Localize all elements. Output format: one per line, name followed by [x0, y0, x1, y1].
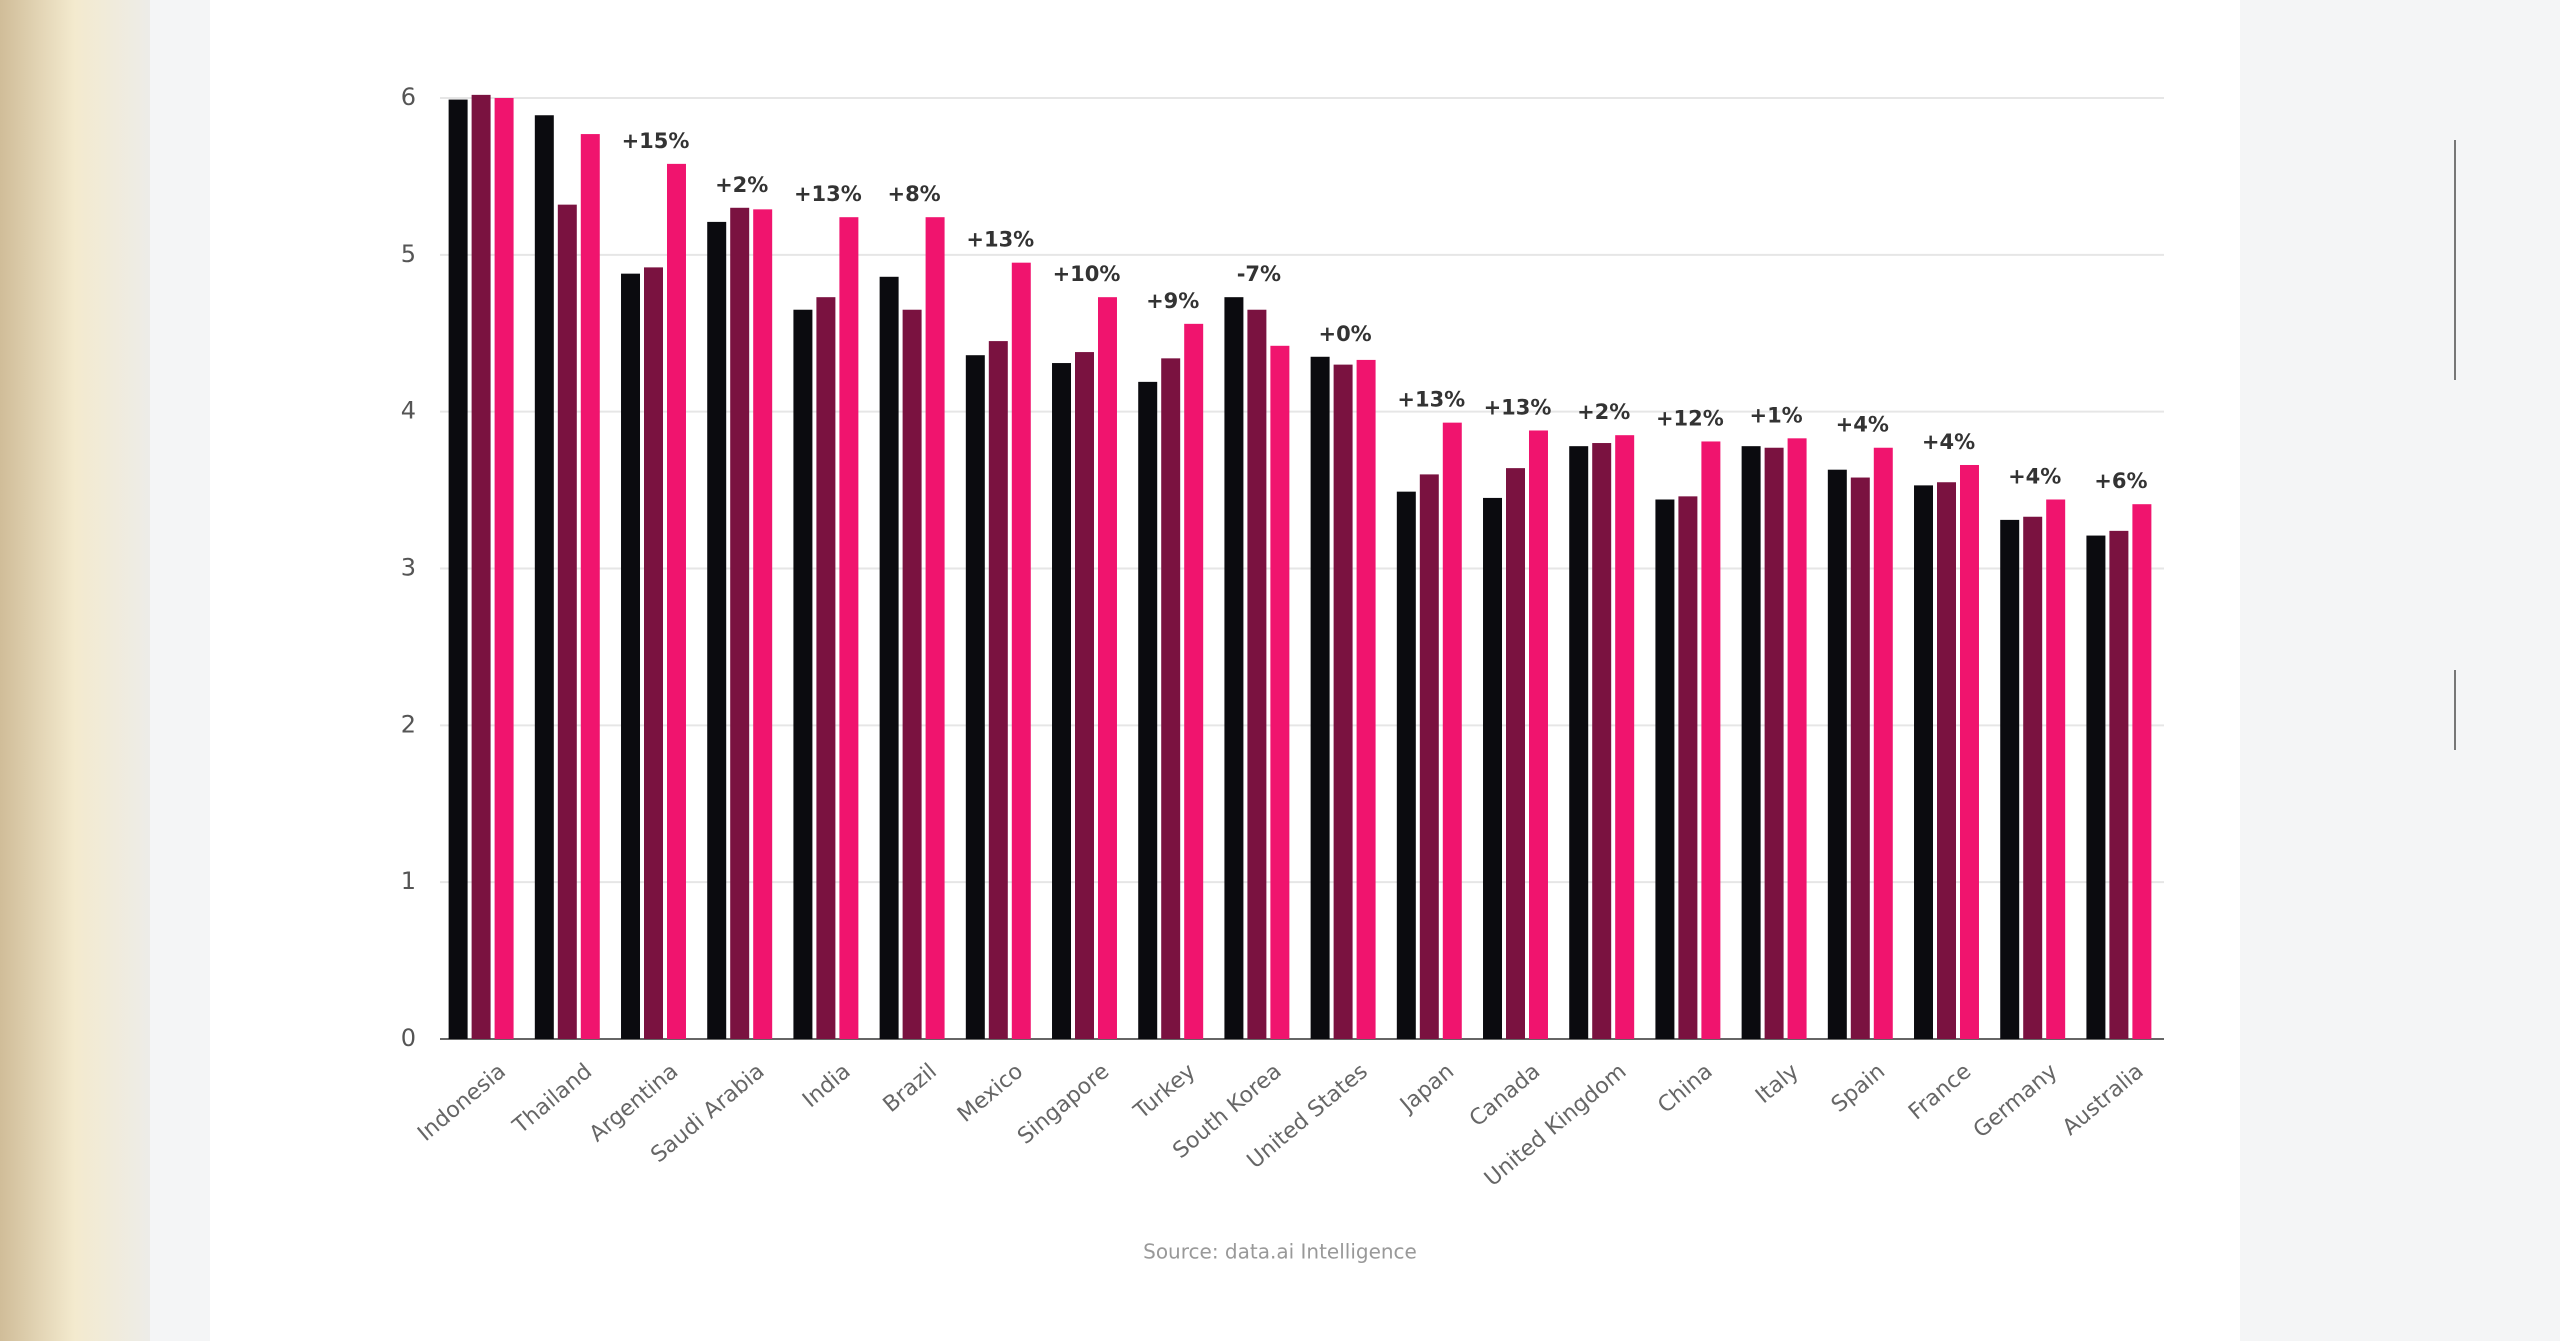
annotation: +2%: [715, 173, 768, 197]
bar: [1224, 297, 1244, 1039]
bar: [1075, 352, 1094, 1039]
annotation: +10%: [1053, 262, 1121, 286]
bar: [2109, 530, 2129, 1039]
bar: [1655, 499, 1675, 1039]
bar: [1138, 381, 1158, 1039]
bar: [902, 309, 922, 1040]
bar: [1914, 485, 1934, 1040]
bar: [1052, 363, 1072, 1039]
bar: [965, 355, 985, 1039]
bar: [1247, 309, 1267, 1040]
bar: [2000, 519, 2020, 1039]
annotation: +9%: [1146, 289, 1199, 313]
bar: [1442, 422, 1462, 1039]
decor-strip: [0, 0, 150, 1341]
y-tick-label: 5: [401, 240, 416, 268]
bar: [1011, 262, 1031, 1039]
bar: [1569, 446, 1589, 1039]
y-tick-label: 4: [401, 397, 416, 425]
bar: [1161, 358, 1181, 1039]
bar: [1741, 446, 1761, 1039]
bar: [839, 217, 859, 1039]
bar: [1850, 477, 1870, 1040]
bar: [1764, 447, 1784, 1039]
bar: [1827, 469, 1847, 1039]
annotation: +8%: [887, 182, 940, 206]
bar: [1592, 443, 1612, 1039]
bar: [1506, 468, 1525, 1039]
annotation: +4%: [1836, 413, 1889, 437]
bar: [1678, 496, 1698, 1039]
bar: [793, 309, 813, 1040]
annotation: +2%: [1577, 400, 1630, 424]
annotation: +6%: [2094, 469, 2147, 493]
annotation: +13%: [794, 182, 862, 206]
bar: [730, 207, 750, 1040]
bar: [816, 297, 836, 1039]
bar: [1097, 297, 1117, 1039]
bar: [534, 115, 554, 1040]
bar: [448, 99, 468, 1039]
annotation: +1%: [1749, 403, 1802, 427]
bar: [621, 273, 641, 1039]
bar: [580, 134, 600, 1040]
annotation: +13%: [966, 228, 1034, 252]
bar: [2132, 504, 2152, 1039]
y-tick-label: 1: [401, 867, 416, 895]
bar: [666, 163, 686, 1039]
bar: [2023, 516, 2043, 1039]
bar: [1528, 430, 1548, 1039]
bar: [925, 217, 945, 1039]
bar: [1419, 474, 1439, 1039]
bar: [707, 221, 727, 1040]
y-tick-label: 2: [401, 710, 416, 738]
bar: [1873, 447, 1893, 1039]
annotation: +4%: [1922, 430, 1975, 454]
bar: [1483, 497, 1503, 1039]
bar: [1310, 356, 1330, 1039]
bar: [2046, 499, 2066, 1039]
bar: [2086, 535, 2106, 1039]
annotation: +4%: [2008, 464, 2061, 488]
bar: [753, 209, 773, 1039]
bar: [988, 341, 1008, 1039]
annotation: -7%: [1237, 262, 1281, 286]
bar: [557, 204, 577, 1039]
annotation: +15%: [622, 129, 690, 153]
source: Source: data.ai Intelligence: [1143, 1240, 1417, 1264]
annotation: +12%: [1656, 406, 1724, 430]
bar: [1959, 464, 1979, 1039]
bar: [1787, 438, 1807, 1039]
bar: [494, 98, 514, 1039]
annotation: +13%: [1484, 395, 1552, 419]
bar: [1937, 482, 1956, 1039]
annotation: +13%: [1397, 388, 1465, 412]
bar: [1184, 323, 1204, 1040]
bar: [1356, 359, 1376, 1040]
y-tick-label: 0: [401, 1024, 416, 1052]
bar: [644, 267, 663, 1039]
y-tick-label: 6: [401, 83, 416, 111]
bar: [1701, 441, 1721, 1040]
bar: [1333, 364, 1353, 1039]
bar: [879, 276, 899, 1039]
annotation: +0%: [1318, 322, 1371, 346]
bar: [1396, 491, 1416, 1039]
bar: [471, 94, 491, 1039]
bar: [1270, 345, 1290, 1040]
bar: [1615, 435, 1635, 1040]
y-tick-label: 3: [401, 554, 416, 582]
